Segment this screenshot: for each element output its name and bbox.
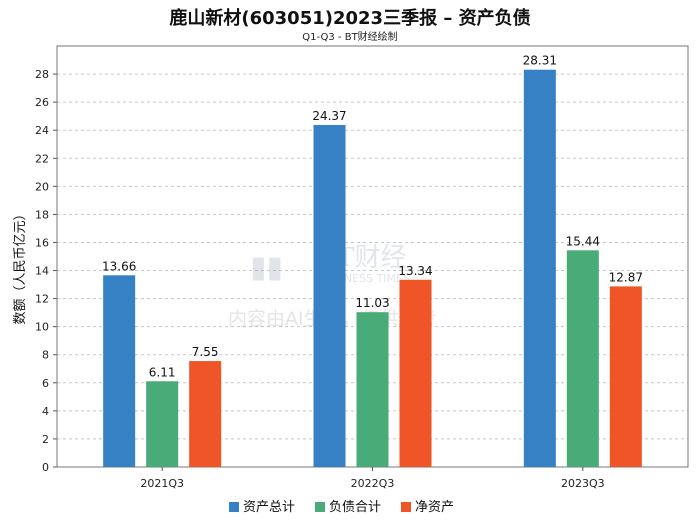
legend-label: 负债合计 <box>329 500 381 515</box>
y-tick-label: 2 <box>42 433 49 446</box>
y-axis-label: 数额（人民币亿元） <box>13 207 28 324</box>
data-label: 13.34 <box>398 264 432 278</box>
data-label: 13.66 <box>102 259 136 273</box>
data-label: 7.55 <box>192 345 219 359</box>
legend-swatch <box>401 502 411 512</box>
watermark-logo-mark: ▮▮ <box>250 250 283 285</box>
x-tick-label: 2021Q3 <box>140 477 184 490</box>
data-label: 12.87 <box>609 270 643 284</box>
chart-subtitle: Q1-Q3 - BT财经绘制 <box>302 32 398 43</box>
chart-title: 鹿山新材(603051)2023三季报 – 资产负债 <box>169 8 531 29</box>
bar <box>523 69 556 467</box>
y-tick-label: 22 <box>35 152 49 165</box>
y-tick-label: 16 <box>35 236 49 249</box>
data-label: 11.03 <box>355 296 389 310</box>
y-tick-label: 18 <box>35 208 49 221</box>
y-tick-label: 12 <box>35 293 49 306</box>
y-tick-label: 10 <box>35 321 49 334</box>
bar <box>356 312 389 467</box>
data-labels: 13.66 6.11 7.55 24.37 11.03 13.34 28.31 15.44 12… <box>102 54 643 380</box>
bar <box>146 381 179 467</box>
x-tick-label: 2023Q3 <box>561 477 605 490</box>
data-label: 15.44 <box>566 234 600 248</box>
bar <box>103 275 136 467</box>
y-tick-label: 0 <box>42 461 49 474</box>
bar <box>609 286 642 467</box>
y-tick-label: 6 <box>42 377 49 390</box>
y-tick-label: 8 <box>42 349 49 362</box>
bar <box>399 279 432 467</box>
data-label: 24.37 <box>312 109 346 123</box>
y-tick-label: 26 <box>35 96 49 109</box>
data-label: 6.11 <box>149 365 176 379</box>
y-tick-label: 28 <box>35 68 49 81</box>
bar <box>313 125 346 468</box>
y-tick-label: 24 <box>35 124 49 137</box>
legend-swatch <box>229 502 239 512</box>
x-tick-label: 2022Q3 <box>351 477 395 490</box>
legend: 资产总计 负债合计 净资产 <box>229 500 454 515</box>
legend-label: 资产总计 <box>243 500 295 515</box>
data-label: 28.31 <box>523 54 557 68</box>
bar <box>189 361 222 467</box>
y-tick-label: 14 <box>35 265 49 278</box>
y-tick-label: 4 <box>42 405 49 418</box>
legend-swatch <box>315 502 325 512</box>
y-tick-label: 20 <box>35 180 49 193</box>
bar <box>566 250 599 467</box>
legend-label: 净资产 <box>415 500 454 515</box>
bars <box>103 69 642 468</box>
